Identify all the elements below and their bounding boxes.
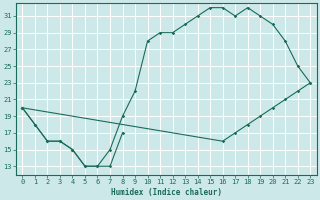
X-axis label: Humidex (Indice chaleur): Humidex (Indice chaleur): [111, 188, 222, 197]
